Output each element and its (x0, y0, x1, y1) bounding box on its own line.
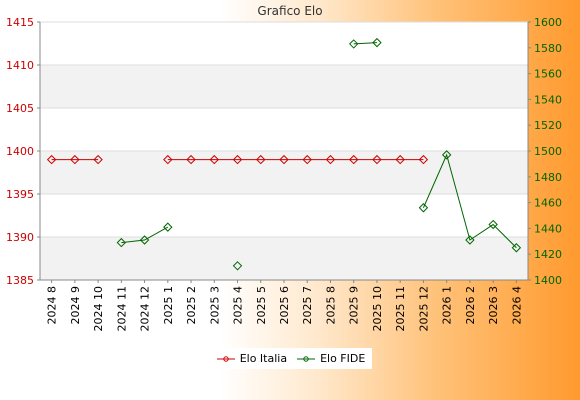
data-point-elo-fide (418, 203, 429, 213)
data-point-elo-fide (163, 222, 173, 232)
data-point-elo-italia (418, 154, 429, 165)
x-tick-label: 2024 10 (92, 286, 105, 332)
y-right-tick-label: 1600 (534, 16, 562, 29)
y-left-tick-label: 1410 (6, 59, 34, 72)
x-tick-label: 2025 7 (301, 286, 314, 325)
x-tick-label: 2024 8 (46, 286, 59, 325)
chart-title: Grafico Elo (257, 4, 323, 18)
legend-label-elo-italia: Elo Italia (239, 352, 288, 365)
data-point-elo-italia (279, 154, 289, 165)
x-tick-label: 2026 3 (487, 286, 500, 325)
legend-label-elo-fide: Elo FIDE (320, 352, 366, 365)
legend-marker-elo-fide (297, 355, 316, 362)
legend-item-elo-fide: Elo FIDE (297, 352, 365, 365)
x-tick-label: 2025 5 (255, 286, 268, 325)
data-point-elo-italia (372, 154, 382, 165)
y-right-tick-label: 1440 (534, 222, 562, 235)
x-tick-label: 2025 9 (348, 286, 361, 325)
x-tick-label: 2026 4 (510, 286, 523, 325)
x-tick-label: 2024 12 (139, 286, 152, 332)
data-point-elo-fide (372, 37, 382, 48)
data-point-elo-fide (511, 243, 522, 253)
legend-marker-elo-italia (216, 355, 235, 362)
data-point-elo-italia (70, 154, 80, 165)
y-left-tick-label: 1415 (6, 16, 34, 29)
data-point-elo-fide (232, 261, 243, 271)
y-right-tick-label: 1480 (534, 171, 562, 184)
data-point-elo-italia (256, 154, 266, 165)
data-point-elo-fide (139, 235, 150, 245)
x-tick-label: 2024 9 (69, 286, 82, 325)
x-tick-label: 2025 2 (185, 286, 198, 325)
y-left-tick-label: 1405 (6, 102, 34, 115)
data-point-elo-italia (163, 154, 173, 165)
data-point-elo-italia (93, 154, 103, 165)
series-line-elo-fide (422, 153, 517, 249)
grid-band (40, 65, 528, 108)
x-tick-label: 2026 2 (464, 286, 477, 325)
x-tick-label: 2025 11 (394, 286, 407, 332)
y-right-tick-label: 1420 (534, 248, 562, 261)
data-point-elo-fide (349, 39, 359, 49)
x-tick-label: 2025 4 (232, 286, 245, 325)
data-point-elo-fide (465, 235, 475, 245)
x-tick-label: 2025 6 (278, 286, 291, 325)
data-point-elo-fide (441, 150, 452, 160)
x-tick-label: 2026 1 (441, 286, 454, 325)
data-point-elo-italia (395, 154, 405, 165)
x-tick-label: 2025 1 (162, 286, 175, 325)
x-tick-label: 2025 3 (208, 286, 221, 325)
series-line-elo-fide (121, 226, 169, 244)
legend-item-elo-italia: Elo Italia (216, 352, 288, 365)
y-right-tick-label: 1540 (534, 93, 562, 106)
y-left-tick-label: 1385 (6, 274, 34, 287)
x-tick-label: 2025 12 (417, 286, 430, 332)
y-left-tick-label: 1395 (6, 188, 34, 201)
data-point-elo-fide (488, 219, 498, 230)
y-right-tick-label: 1460 (534, 197, 562, 210)
data-point-elo-italia (209, 154, 219, 165)
x-tick-label: 2024 11 (115, 286, 128, 332)
data-point-elo-italia (186, 154, 196, 165)
chart-legend: Elo Italia Elo FIDE (210, 348, 372, 369)
data-point-elo-italia (349, 154, 359, 165)
x-tick-label: 2025 8 (324, 286, 337, 325)
data-point-elo-italia (46, 154, 57, 165)
y-right-tick-label: 1520 (534, 119, 562, 132)
y-left-tick-label: 1400 (6, 145, 34, 158)
data-point-elo-italia (325, 154, 336, 165)
y-right-tick-label: 1500 (534, 145, 562, 158)
y-right-tick-label: 1580 (534, 42, 562, 55)
data-point-elo-italia (232, 154, 243, 165)
grid-band (40, 151, 528, 194)
y-right-tick-label: 1560 (534, 68, 562, 81)
grid-band (40, 237, 528, 280)
x-tick-label: 2025 10 (371, 286, 384, 332)
y-right-tick-label: 1400 (534, 274, 562, 287)
data-point-elo-fide (116, 237, 127, 248)
data-point-elo-italia (302, 154, 312, 165)
y-left-tick-label: 1390 (6, 231, 34, 244)
